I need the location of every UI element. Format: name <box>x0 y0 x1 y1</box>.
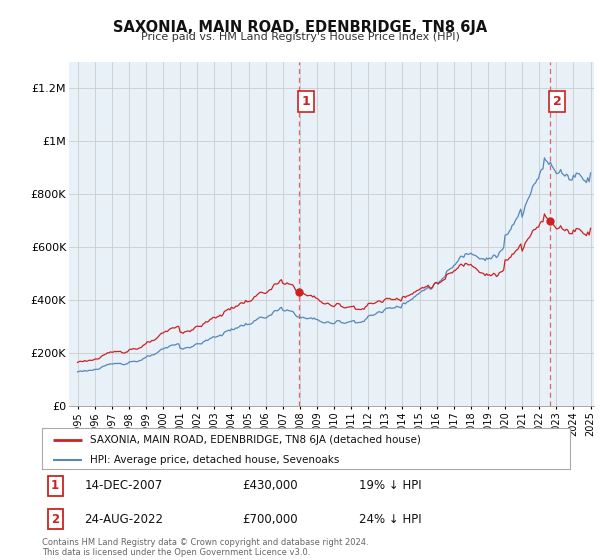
Text: 2: 2 <box>553 95 562 108</box>
Text: 14-DEC-2007: 14-DEC-2007 <box>84 479 163 492</box>
Text: Contains HM Land Registry data © Crown copyright and database right 2024.
This d: Contains HM Land Registry data © Crown c… <box>42 538 368 557</box>
Text: SAXONIA, MAIN ROAD, EDENBRIDGE, TN8 6JA: SAXONIA, MAIN ROAD, EDENBRIDGE, TN8 6JA <box>113 20 487 35</box>
Text: SAXONIA, MAIN ROAD, EDENBRIDGE, TN8 6JA (detached house): SAXONIA, MAIN ROAD, EDENBRIDGE, TN8 6JA … <box>89 435 421 445</box>
Text: £430,000: £430,000 <box>242 479 298 492</box>
Text: 1: 1 <box>51 479 59 492</box>
Text: 1: 1 <box>302 95 310 108</box>
Text: HPI: Average price, detached house, Sevenoaks: HPI: Average price, detached house, Seve… <box>89 455 339 465</box>
Text: 19% ↓ HPI: 19% ↓ HPI <box>359 479 421 492</box>
Text: 24% ↓ HPI: 24% ↓ HPI <box>359 512 421 526</box>
Text: 2: 2 <box>51 512 59 526</box>
Text: Price paid vs. HM Land Registry's House Price Index (HPI): Price paid vs. HM Land Registry's House … <box>140 32 460 43</box>
Text: £700,000: £700,000 <box>242 512 298 526</box>
Text: 24-AUG-2022: 24-AUG-2022 <box>84 512 163 526</box>
